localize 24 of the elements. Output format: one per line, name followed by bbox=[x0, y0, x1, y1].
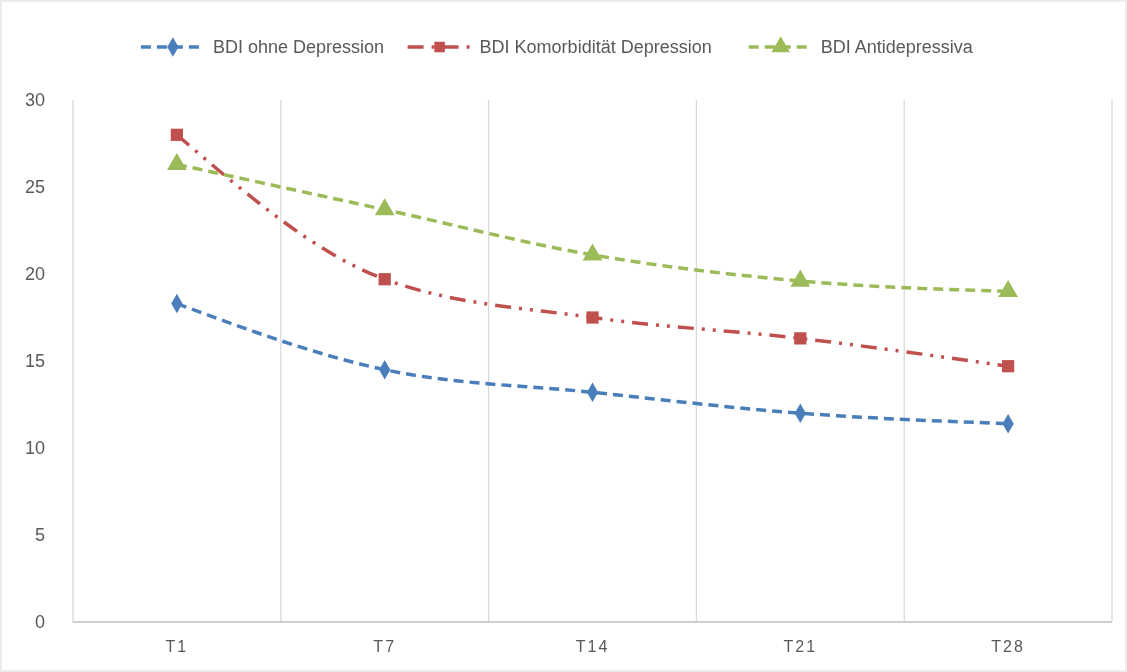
y-tick-label: 0 bbox=[34, 612, 45, 633]
x-tick-label: T21 bbox=[783, 638, 818, 655]
point bbox=[378, 273, 391, 286]
point bbox=[794, 332, 807, 345]
x-tick-label: T14 bbox=[575, 638, 610, 655]
point bbox=[582, 243, 603, 261]
legend-label: BDI ohne Depression bbox=[212, 37, 385, 58]
y-tick-label: 5 bbox=[34, 525, 45, 546]
point bbox=[790, 269, 811, 287]
y-tick-label: 30 bbox=[24, 90, 45, 111]
x-tick-label: T1 bbox=[165, 638, 189, 655]
y-tick-label: 15 bbox=[24, 351, 45, 372]
point bbox=[374, 198, 395, 216]
x-tick-label: T7 bbox=[373, 638, 397, 655]
y-tick-label: 10 bbox=[24, 438, 45, 459]
point bbox=[1001, 360, 1015, 373]
point bbox=[998, 279, 1019, 298]
point bbox=[586, 311, 599, 324]
point bbox=[166, 152, 187, 171]
y-tick-label: 25 bbox=[24, 177, 45, 198]
legend-label: BDI Antidepressiva bbox=[820, 37, 974, 58]
x-tick-label: T28 bbox=[991, 638, 1025, 655]
y-tick-label: 20 bbox=[24, 264, 45, 285]
legend-label: BDI Komorbidität Depression bbox=[479, 37, 712, 58]
